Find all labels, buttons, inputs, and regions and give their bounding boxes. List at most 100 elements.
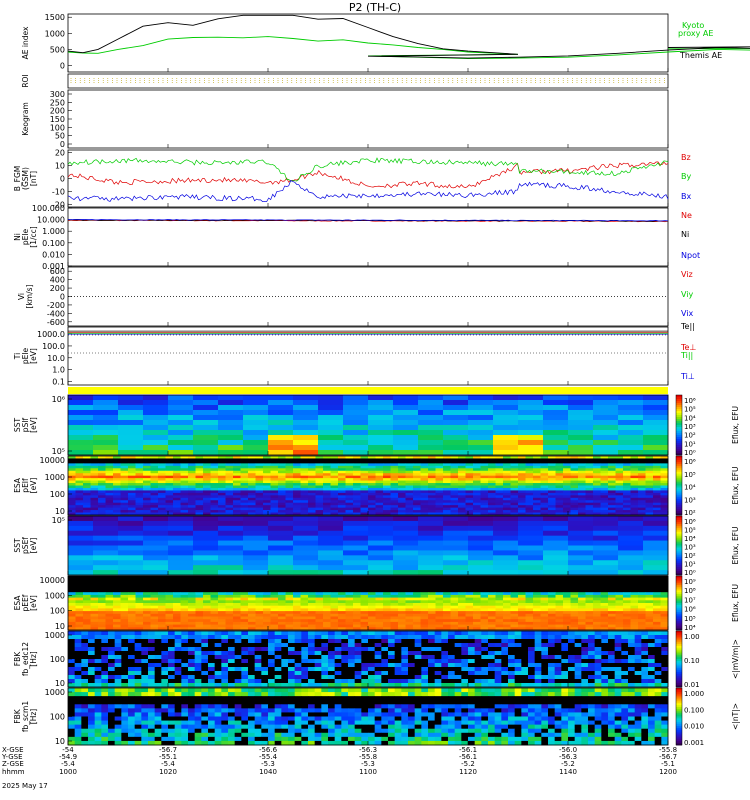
spectrogram-cell <box>593 611 601 615</box>
spectrogram-cell <box>585 495 594 499</box>
spectrogram-cell <box>214 639 222 644</box>
spectrogram-cell <box>168 440 194 446</box>
spectrogram-cell <box>114 631 122 636</box>
spectrogram-cell <box>143 565 169 571</box>
spectrogram-cell <box>173 578 181 582</box>
spectrogram-cell <box>233 621 241 625</box>
spectrogram-cell <box>98 460 106 464</box>
spectrogram-cell <box>588 643 596 648</box>
spectrogram-cell <box>383 621 391 625</box>
spectrogram-cell <box>141 639 149 644</box>
spectrogram-cell <box>158 463 166 467</box>
spectrogram-cell <box>488 505 496 509</box>
spectrogram-cell <box>428 605 436 609</box>
spectrogram-cell <box>150 480 159 484</box>
spectrogram-cell <box>218 592 226 596</box>
spectrogram-cell <box>233 584 241 588</box>
spectrogram-cell <box>413 470 421 474</box>
spectrogram-cell <box>394 639 402 644</box>
spectrogram-cell <box>330 621 339 625</box>
spectrogram-cell <box>383 502 391 506</box>
spectrogram-cell <box>218 463 226 467</box>
spectrogram-cell <box>623 605 631 609</box>
spectrogram-cell <box>510 621 519 625</box>
spectrogram-cell <box>248 603 256 607</box>
spectrogram-cell <box>233 611 241 615</box>
spectrogram-cell <box>150 510 159 513</box>
spectrogram-cell <box>630 478 639 481</box>
spectrogram-cell <box>345 465 354 469</box>
spectrogram-cell <box>608 589 616 593</box>
spectrogram-cell <box>448 631 456 636</box>
spectrogram-cell <box>68 540 94 546</box>
spectrogram-cell <box>488 483 496 486</box>
spectrogram-cell <box>285 619 294 623</box>
spectrogram-cell <box>158 500 166 504</box>
spectrogram-cell <box>420 605 429 609</box>
spectrogram-cell <box>390 621 399 625</box>
spectrogram-cell <box>420 592 429 596</box>
spectrogram-cell <box>165 475 174 479</box>
spectrogram-cell <box>293 450 319 456</box>
spectrogram-cell <box>343 570 369 576</box>
spectrogram-cell <box>323 507 331 511</box>
spectrogram-cell <box>203 502 211 506</box>
spectrogram-cell <box>615 490 624 494</box>
spectrogram-cell <box>375 475 384 479</box>
spectrogram-cell <box>525 473 534 477</box>
spectrogram-cell <box>120 463 129 467</box>
spectrogram-cell <box>353 512 361 516</box>
spectrogram-cell <box>105 621 114 625</box>
spectrogram-cell <box>645 624 654 628</box>
y-axis-label: pEIe <box>21 228 30 245</box>
spectrogram-cell <box>443 616 451 620</box>
spectrogram-cell <box>390 502 399 506</box>
spectrogram-cell <box>480 597 489 601</box>
spectrogram-cell <box>608 492 616 496</box>
spectrogram-cell <box>443 605 451 609</box>
spectrogram-cell <box>375 600 384 604</box>
spectrogram-cell <box>461 639 469 644</box>
spectrogram-cell <box>645 473 654 477</box>
spectrogram-cell <box>353 460 361 464</box>
spectrogram-cell <box>473 465 481 469</box>
spectrogram-cell <box>338 490 346 494</box>
spectrogram-cell <box>293 500 301 504</box>
spectrogram-cell <box>393 540 419 546</box>
spectrogram-cell <box>574 643 582 648</box>
spectrogram-cell <box>225 492 234 496</box>
spectrogram-cell <box>428 497 436 501</box>
spectrogram-cell <box>240 487 249 491</box>
colorbar-tick-label: 10⁴ <box>684 535 696 543</box>
spectrogram-cell <box>278 586 286 590</box>
spectrogram-cell <box>555 475 564 479</box>
spectrogram-cell <box>208 643 216 648</box>
spectrogram-cell <box>600 581 609 585</box>
spectrogram-cell <box>383 594 391 598</box>
y-tick-label: -600 <box>47 318 65 327</box>
spectrogram-cell <box>570 510 579 513</box>
spectrogram-cell <box>278 460 286 464</box>
spectrogram-cell <box>398 505 406 509</box>
spectrogram-cell <box>240 492 249 496</box>
spectrogram-cell <box>218 586 226 590</box>
spectrogram-cell <box>330 581 339 585</box>
spectrogram-cell <box>480 458 489 462</box>
spectrogram-cell <box>450 512 459 516</box>
colorbar-cell <box>676 626 682 629</box>
spectrogram-cell <box>285 468 294 472</box>
spectrogram-cell <box>338 576 346 580</box>
spectrogram-cell <box>638 621 646 625</box>
spectrogram-cell <box>75 600 84 604</box>
spectrogram-cell <box>594 635 602 640</box>
spectrogram-cell <box>293 520 319 527</box>
spectrogram-cell <box>493 525 519 532</box>
spectrogram-cell <box>270 485 279 489</box>
spectrogram-cell <box>345 507 354 511</box>
spectrogram-cell <box>105 600 114 604</box>
spectrogram-cell <box>300 594 309 598</box>
spectrogram-cell <box>180 611 189 615</box>
spectrogram-cell <box>615 470 624 474</box>
spectrogram-cell <box>143 420 169 426</box>
spectrogram-cell <box>418 516 444 522</box>
